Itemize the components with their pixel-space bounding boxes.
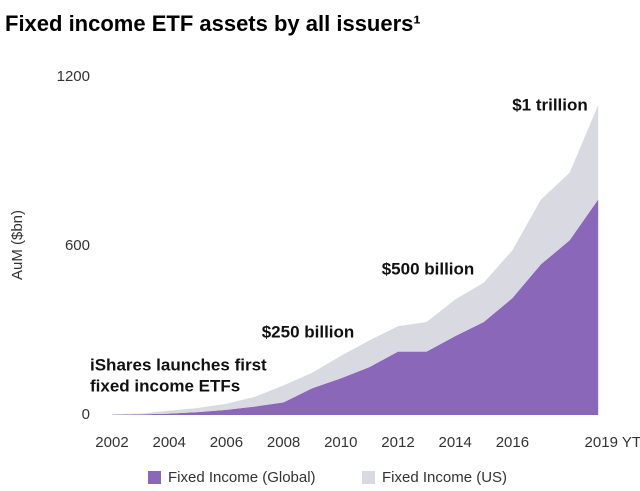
legend-swatch — [362, 471, 375, 484]
x-tick-label: 2002 — [95, 434, 128, 451]
annotation: $500 billion — [382, 259, 475, 278]
x-tick-label: 2014 — [438, 434, 471, 451]
annotation: iShares launches first — [90, 355, 267, 374]
annotation: $1 trillion — [512, 95, 588, 114]
area — [111, 199, 599, 415]
y-tick-label: 0 — [82, 406, 90, 423]
y-tick-label: 1200 — [57, 68, 90, 85]
x-tick-label: 2008 — [267, 434, 300, 451]
x-tick-label: 2016 — [496, 434, 529, 451]
x-tick-label: 2006 — [210, 434, 243, 451]
annotation: fixed income ETFs — [90, 376, 240, 395]
chart-title: Fixed income ETF assets by all issuers¹ — [5, 11, 421, 36]
y-axis-label: AuM ($bn) — [9, 210, 26, 280]
y-tick-label: 600 — [65, 237, 90, 254]
x-tick-label: 2010 — [324, 434, 357, 451]
area — [111, 105, 599, 415]
legend-label: Fixed Income (Global) — [168, 469, 316, 486]
x-tick-label: 2019 YTD — [585, 434, 640, 451]
annotation: $250 billion — [262, 322, 355, 341]
x-tick-label: 2004 — [153, 434, 186, 451]
x-tick-label: 2012 — [381, 434, 414, 451]
legend-label: Fixed Income (US) — [382, 469, 507, 486]
legend-swatch — [148, 471, 161, 484]
